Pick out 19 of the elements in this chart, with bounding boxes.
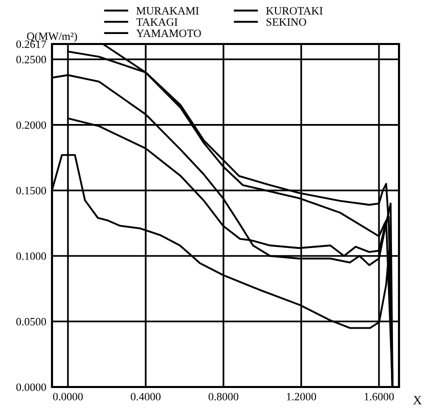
x-tick-label: 0.4000 (130, 392, 161, 400)
y-tick-label: 0.2500 (16, 56, 46, 64)
y-axis-title: Q(MW/m²) (27, 32, 77, 42)
x-tick-label: 0.0000 (53, 392, 83, 400)
x-tick-label: 1.6000 (364, 392, 394, 400)
legend-label: MURAKAMI (136, 7, 199, 15)
y-tick-label: 0.1500 (16, 186, 46, 194)
x-axis-title: X (413, 396, 422, 404)
y-tick-label: 0.1000 (16, 252, 46, 260)
y-tick-label: 0.2617 (16, 40, 46, 48)
y-tick-label: 0.0500 (16, 318, 46, 326)
y-tick-label: 0.2000 (16, 121, 46, 129)
x-tick-label: 0.8000 (208, 392, 238, 400)
y-tick-label: 0.0000 (16, 383, 46, 392)
legend-label: TAKAGI (136, 18, 178, 26)
legend-label: YAMAMOTO (136, 30, 201, 38)
legend-label: KUROTAKI (266, 7, 323, 15)
legend-label: SEKINO (266, 18, 306, 26)
x-tick-label: 1.2000 (286, 392, 316, 400)
